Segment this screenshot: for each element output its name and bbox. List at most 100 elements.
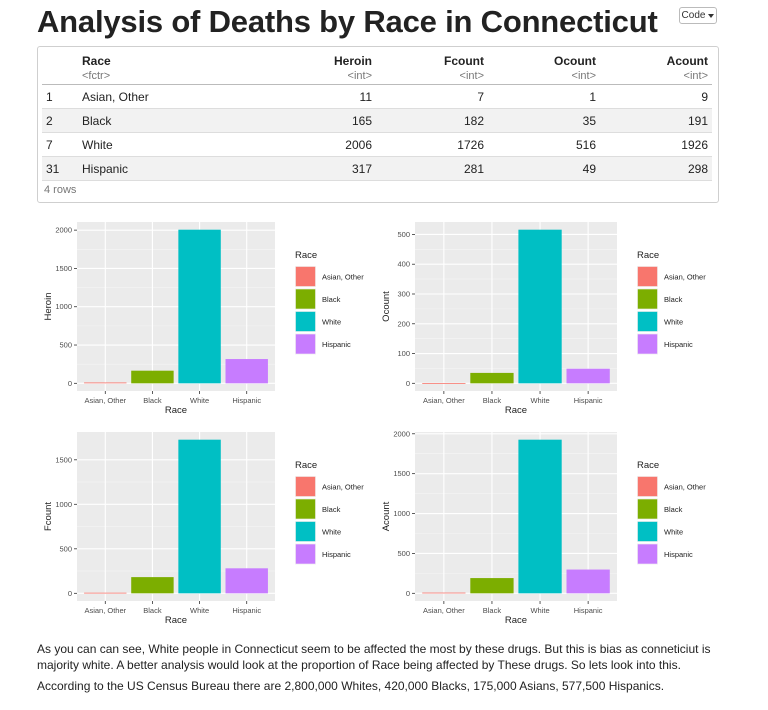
y-tick-label: 300 (397, 289, 410, 298)
legend-label: White (664, 318, 683, 327)
bar-chart-heroin: 0 500 1000 1500 2000 Asian, Other Black White Hi… (43, 222, 364, 416)
table-header-row: Race <fctr> Heroin <int> Fcount <int> Oc… (42, 50, 712, 85)
table-cell: 1926 (681, 137, 708, 152)
legend-label: Asian, Other (322, 273, 364, 282)
table-cell: 281 (463, 161, 484, 176)
legend-swatch (295, 266, 316, 287)
row-count-label: 4 rows (44, 184, 77, 196)
x-tick-label: Black (483, 606, 502, 615)
bar-asian-other (84, 382, 127, 384)
bar-white (178, 229, 221, 384)
y-tick-label: 1000 (393, 509, 410, 518)
legend-swatch (637, 311, 658, 332)
column-name: Fcount (444, 54, 484, 68)
bar-hispanic (225, 568, 268, 594)
legend-title: Race (637, 460, 659, 471)
table-cell: 182 (463, 113, 484, 128)
y-tick-label: 1500 (55, 455, 72, 464)
legend-label: Black (664, 295, 683, 304)
table-cell: 35 (582, 113, 596, 128)
table-cell: 1726 (457, 137, 484, 152)
legend-swatch (295, 334, 316, 354)
table-cell: 7 (46, 137, 53, 152)
column-type: <fctr> (82, 70, 111, 82)
legend-label: White (322, 318, 341, 327)
table-cell: 1 (589, 89, 596, 104)
bar-hispanic (566, 368, 610, 384)
bar-white (518, 439, 562, 594)
bar-black (470, 372, 514, 384)
y-tick-label: 500 (397, 549, 410, 558)
caret-down-icon (708, 13, 715, 18)
legend-swatch (637, 266, 658, 287)
table-cell: 317 (351, 161, 372, 176)
table-cell: 298 (687, 161, 708, 176)
code-dropdown-button[interactable]: Code (679, 7, 717, 24)
legend-swatch (295, 499, 316, 519)
x-tick-label: White (190, 396, 209, 405)
table-cell: 2 (46, 113, 53, 128)
legend-swatch (637, 334, 658, 354)
code-button-label: Code (681, 10, 706, 21)
column-name: Race (82, 54, 111, 68)
y-axis-title: Acount (381, 501, 392, 531)
legend-title: Race (637, 250, 659, 261)
column-header[interactable]: Acount <int> (600, 50, 712, 85)
column-header[interactable]: Race <fctr> (78, 50, 264, 85)
y-tick-label: 0 (68, 379, 72, 388)
legend-label: Hispanic (322, 340, 351, 349)
x-tick-label: Hispanic (232, 606, 261, 615)
y-tick-label: 400 (397, 260, 410, 269)
bar-black (470, 578, 514, 594)
x-tick-label: Asian, Other (84, 396, 126, 405)
column-header[interactable]: Heroin <int> (264, 50, 376, 85)
x-axis-title: Race (505, 405, 527, 416)
table-cell: 191 (687, 113, 708, 128)
bar-asian-other (422, 383, 466, 384)
y-tick-label: 200 (397, 319, 410, 328)
y-tick-label: 100 (397, 349, 410, 358)
legend-label: White (322, 528, 341, 537)
x-tick-label: Asian, Other (84, 606, 126, 615)
x-axis-title: Race (165, 615, 187, 626)
data-table: Race <fctr> Heroin <int> Fcount <int> Oc… (42, 50, 712, 181)
column-name: Heroin (333, 54, 372, 68)
y-axis-title: Heroin (43, 293, 54, 321)
x-tick-label: White (190, 606, 209, 615)
plot-panel (415, 222, 617, 391)
legend-title: Race (295, 250, 317, 261)
legend-swatch (637, 476, 658, 497)
table-cell: 11 (359, 89, 372, 104)
y-tick-label: 2000 (393, 429, 410, 438)
y-tick-label: 1000 (55, 500, 72, 509)
table-cell: 1 (46, 89, 53, 104)
legend-swatch (637, 544, 658, 564)
x-tick-label: Hispanic (574, 606, 603, 615)
x-axis-title: Race (505, 615, 527, 626)
column-header[interactable]: Fcount <int> (376, 50, 488, 85)
x-tick-label: White (530, 396, 549, 405)
legend-label: Asian, Other (322, 483, 364, 492)
table-cell: Asian, Other (82, 89, 149, 104)
y-axis-title: Fcount (43, 502, 54, 531)
table-cell: Hispanic (82, 161, 129, 176)
column-header[interactable]: Ocount <int> (488, 50, 600, 85)
bar-hispanic (225, 359, 268, 384)
column-type: <int> (571, 70, 596, 82)
bar-asian-other (422, 592, 466, 594)
legend-label: Hispanic (664, 550, 693, 559)
legend-swatch (295, 476, 316, 497)
legend-label: Black (322, 505, 341, 514)
legend-label: Black (322, 295, 341, 304)
x-tick-label: Asian, Other (423, 396, 465, 405)
bar-chart-acount: 0 500 1000 1500 2000 Asian, Other Black White Hi… (381, 429, 706, 626)
y-tick-label: 0 (68, 589, 72, 598)
x-tick-label: Hispanic (574, 396, 603, 405)
x-tick-label: Asian, Other (423, 606, 465, 615)
table-cell: 2006 (345, 137, 372, 152)
table-cell: Black (82, 113, 112, 128)
bar-black (131, 370, 174, 384)
table-cell: 31 (46, 161, 60, 176)
table-row: 31 Hispanic 317 281 49 298 (42, 156, 712, 181)
y-tick-label: 0 (406, 379, 410, 388)
